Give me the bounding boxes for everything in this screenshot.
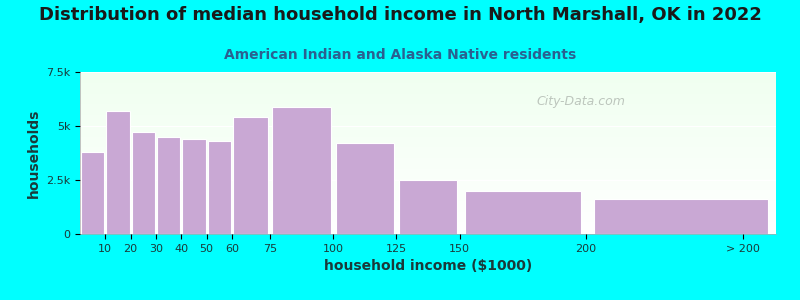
Text: City-Data.com: City-Data.com — [537, 95, 626, 108]
Bar — [234, 117, 268, 234]
Bar — [182, 139, 206, 234]
Bar — [132, 133, 155, 234]
Bar — [106, 111, 130, 234]
Bar — [157, 137, 180, 234]
Bar — [465, 191, 581, 234]
Bar — [81, 152, 104, 234]
Bar — [336, 143, 394, 234]
Text: Distribution of median household income in North Marshall, OK in 2022: Distribution of median household income … — [38, 6, 762, 24]
Bar — [207, 141, 231, 234]
Bar — [399, 180, 457, 234]
X-axis label: household income ($1000): household income ($1000) — [324, 259, 532, 273]
Y-axis label: households: households — [26, 108, 41, 198]
Bar — [272, 106, 330, 234]
Text: American Indian and Alaska Native residents: American Indian and Alaska Native reside… — [224, 48, 576, 62]
Bar — [594, 200, 769, 234]
